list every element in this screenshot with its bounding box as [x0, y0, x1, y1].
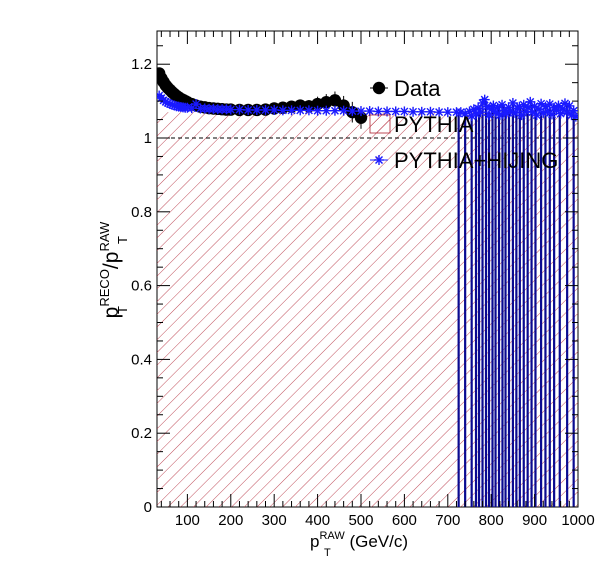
data-point	[337, 99, 350, 112]
legend-label: Data	[394, 76, 441, 101]
pythia-hijing-point	[399, 106, 410, 117]
pythia-hijing-point	[408, 106, 419, 117]
pythia-hijing-point	[303, 105, 314, 116]
y-tick-label: 0	[144, 499, 152, 516]
legend-label: PYTHIA+HIJING	[394, 148, 558, 173]
y-tick-label: 1	[144, 130, 152, 147]
x-tick-label: 500	[348, 512, 373, 529]
legend-data-marker	[372, 81, 386, 95]
x-tick-label: 200	[218, 512, 243, 529]
pythia-hijing-point	[355, 106, 366, 117]
pythia-hijing-point	[295, 105, 306, 116]
y-axis-title: pRECO/pRAW T T	[97, 221, 130, 318]
x-tick-label: 100	[175, 512, 200, 529]
pythia-hijing-point	[507, 97, 518, 108]
pythia-hijing-point	[475, 107, 486, 118]
pythia-hijing-point	[455, 107, 466, 118]
svg-text:T: T	[115, 236, 130, 244]
pythia-hijing-point	[312, 105, 323, 116]
pythia-hijing-point	[425, 106, 436, 117]
svg-text:T: T	[115, 306, 130, 314]
pythia-hijing-point	[338, 105, 349, 116]
svg-text:T: T	[324, 547, 331, 559]
x-tick-label: 400	[305, 512, 330, 529]
x-axis-title: pRAW (GeV/c) T	[310, 530, 408, 559]
pythia-hijing-point	[471, 109, 482, 120]
pythia-hijing-point	[243, 104, 254, 115]
pythia-hijing-point	[520, 106, 531, 117]
x-tick-label: 900	[522, 512, 547, 529]
pythia-hijing-point	[234, 104, 245, 115]
pythia-hijing-point	[434, 107, 445, 118]
pythia-hijing-point	[347, 106, 358, 117]
pythia-hijing-point	[321, 105, 332, 116]
pythia-hijing-point	[364, 106, 375, 117]
svg-text:pRECO/pRAW: pRECO/pRAW	[97, 221, 123, 318]
y-tick-label: 0.2	[131, 425, 152, 442]
pythia-hijing-point	[286, 105, 297, 116]
y-tick-label: 1.2	[131, 56, 152, 73]
legend-label: PYTHIA	[394, 112, 474, 137]
pythia-hijing-point	[260, 104, 271, 115]
x-tick-label: 700	[435, 512, 460, 529]
pythia-hijing-point	[329, 105, 340, 116]
y-tick-label: 0.4	[131, 351, 152, 368]
pythia-hijing-point	[390, 106, 401, 117]
x-tick-label: 1000	[561, 512, 594, 529]
pythia-hijing-point	[566, 110, 577, 121]
pythia-hijing-point	[277, 105, 288, 116]
pythia-hatched-area	[157, 112, 578, 507]
pythia-hijing-point	[269, 104, 280, 115]
y-tick-label: 0.6	[131, 278, 152, 295]
x-tick-label: 800	[479, 512, 504, 529]
x-tick-label: 600	[392, 512, 417, 529]
legend-pythia-marker	[369, 114, 391, 134]
pythia-hijing-point	[442, 107, 453, 118]
pythia-hijing-point	[570, 111, 578, 122]
svg-text:pRAW (GeV/c): pRAW (GeV/c)	[310, 530, 408, 551]
pythia-hijing-point	[416, 106, 427, 117]
pythia-hijing-point	[568, 105, 578, 116]
y-tick-label: 0.8	[131, 204, 152, 221]
pythia-hijing-point	[225, 104, 236, 115]
legend-star-marker	[374, 155, 384, 165]
pythia-hijing-point	[251, 104, 262, 115]
x-tick-label: 300	[262, 512, 287, 529]
